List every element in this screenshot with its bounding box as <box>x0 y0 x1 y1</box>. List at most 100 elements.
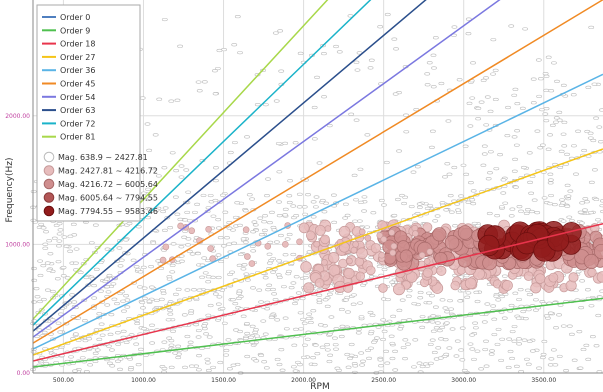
point-mag-1 <box>293 214 300 218</box>
point-mag-1 <box>177 217 184 221</box>
point-mag-2 <box>392 283 405 296</box>
point-mag-1 <box>547 172 554 176</box>
point-mag-1 <box>342 216 349 220</box>
point-mag-1 <box>147 197 153 201</box>
point-mag-1 <box>470 202 477 206</box>
point-mag-1 <box>282 253 289 257</box>
point-mag-1 <box>252 223 259 227</box>
point-mag-1 <box>465 291 472 295</box>
point-mag-1 <box>345 310 351 314</box>
point-mag-1 <box>117 357 124 361</box>
point-mag-1 <box>511 135 518 139</box>
point-mag-1 <box>566 324 573 328</box>
point-mag-1 <box>412 338 419 342</box>
point-mag-1 <box>40 226 47 230</box>
point-mag-1 <box>485 177 492 181</box>
legend-label: Order 0 <box>60 13 90 22</box>
point-mag-1 <box>471 357 477 362</box>
point-mag-1 <box>389 356 396 361</box>
point-mag-1 <box>146 148 153 152</box>
point-mag-1 <box>188 364 195 368</box>
point-mag-1 <box>258 353 265 357</box>
point-mag-1 <box>541 196 548 200</box>
point-mag-2 <box>411 224 419 232</box>
point-mag-1 <box>595 218 601 222</box>
point-mag-1 <box>92 359 99 364</box>
point-mag-1 <box>290 365 297 369</box>
point-mag-1 <box>316 161 323 165</box>
point-mag-1 <box>545 147 552 151</box>
point-mag-1 <box>181 235 188 239</box>
point-mag-1 <box>205 313 212 317</box>
point-mag-1 <box>141 326 148 331</box>
point-mag-1 <box>278 69 285 73</box>
point-mag-1 <box>310 356 317 360</box>
point-mag-1 <box>40 297 47 302</box>
point-mag-1 <box>204 361 211 365</box>
point-mag-1 <box>243 272 250 276</box>
point-mag-1 <box>41 330 48 334</box>
point-mag-1 <box>328 315 335 319</box>
point-mag-2 <box>370 243 381 254</box>
point-mag-1 <box>348 112 355 116</box>
point-mag-1 <box>40 264 47 268</box>
point-mag-3 <box>594 243 603 260</box>
point-mag-1 <box>465 32 472 36</box>
point-mag-1 <box>274 318 281 322</box>
point-mag-1 <box>525 362 532 366</box>
point-mag-1 <box>322 298 329 302</box>
point-mag-1 <box>269 210 275 214</box>
point-mag-1 <box>588 180 595 184</box>
point-mag-1 <box>547 311 554 315</box>
point-mag-2 <box>321 259 328 266</box>
point-mag-1 <box>383 349 389 353</box>
point-mag-1 <box>449 327 456 331</box>
point-mag-1 <box>230 363 237 367</box>
point-mag-1 <box>456 78 463 82</box>
point-mag-2 <box>177 222 184 230</box>
point-mag-1 <box>203 332 210 336</box>
point-mag-1 <box>314 352 321 356</box>
point-mag-1 <box>311 362 318 367</box>
point-mag-1 <box>258 300 264 304</box>
point-mag-1 <box>252 330 259 335</box>
point-mag-1 <box>298 327 304 331</box>
point-mag-1 <box>73 247 80 251</box>
point-mag-1 <box>223 353 230 357</box>
point-mag-1 <box>405 342 411 346</box>
point-mag-1 <box>571 358 578 362</box>
point-mag-1 <box>433 326 440 330</box>
order-line-36 <box>33 73 603 350</box>
point-mag-1 <box>475 117 482 121</box>
point-mag-1 <box>270 270 277 274</box>
point-mag-1 <box>344 213 351 217</box>
point-mag-1 <box>152 133 159 137</box>
point-mag-1 <box>221 321 228 325</box>
point-mag-1 <box>548 357 555 361</box>
point-mag-1 <box>429 145 435 149</box>
point-mag-1 <box>526 339 533 343</box>
point-mag-1 <box>461 368 468 373</box>
point-mag-1 <box>240 267 247 271</box>
point-mag-1 <box>46 268 53 272</box>
point-mag-1 <box>553 326 559 330</box>
point-mag-1 <box>541 339 548 344</box>
point-mag-1 <box>92 351 99 355</box>
point-mag-1 <box>383 160 390 165</box>
point-mag-1 <box>212 198 219 203</box>
point-mag-1 <box>72 332 79 336</box>
point-mag-1 <box>491 332 498 337</box>
point-mag-1 <box>498 205 505 209</box>
point-mag-1 <box>196 354 202 358</box>
point-mag-1 <box>334 366 341 370</box>
point-mag-1 <box>304 337 311 341</box>
point-mag-1 <box>107 361 113 365</box>
point-mag-1 <box>109 348 115 352</box>
point-mag-1 <box>381 329 388 333</box>
point-mag-1 <box>231 241 237 245</box>
point-mag-1 <box>575 129 581 133</box>
point-mag-1 <box>213 166 219 170</box>
point-mag-1 <box>314 75 320 79</box>
point-mag-1 <box>212 292 219 296</box>
point-mag-1 <box>106 273 113 278</box>
